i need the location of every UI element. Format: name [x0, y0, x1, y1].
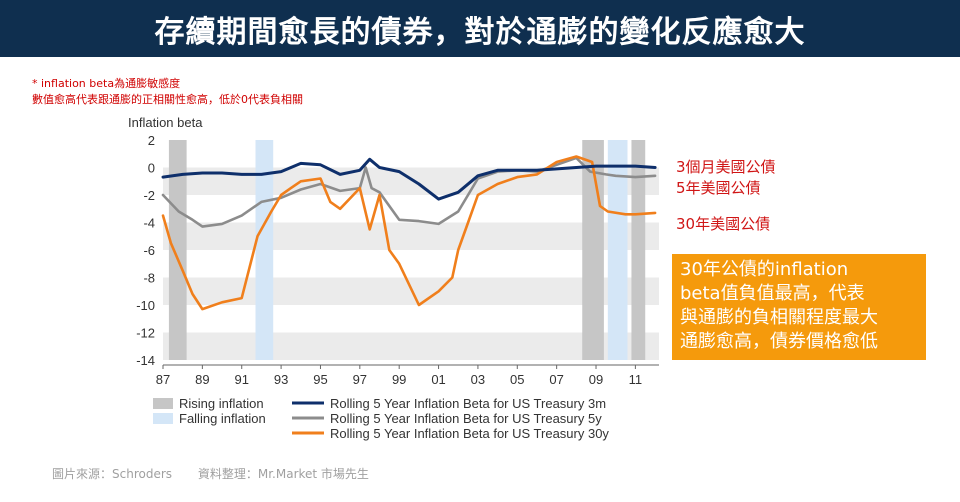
legend-label: Rolling 5 Year Inflation Beta for US Tre…	[330, 411, 602, 426]
falling-inflation-period	[607, 140, 628, 360]
data-compiler: 資料整理：Mr.Market 市場先生	[197, 467, 369, 481]
x-tick-label: 11	[629, 372, 643, 387]
y-tick-label: -12	[136, 326, 155, 341]
legend-label: Rising inflation	[179, 396, 264, 411]
legend-swatch	[153, 413, 173, 424]
page-title: 存續期間愈長的債券，對於通膨的變化反應愈大	[154, 14, 806, 50]
y-tick-label: -10	[136, 298, 155, 313]
x-tick-label: 05	[510, 372, 524, 387]
series-line-s3m	[161, 157, 657, 201]
gridband	[163, 332, 659, 360]
legend-label: Falling inflation	[179, 411, 266, 426]
rising-inflation-period	[168, 140, 187, 360]
x-tick-label: 99	[392, 372, 406, 387]
x-tick-label: 03	[471, 372, 485, 387]
y-tick-label: -2	[143, 188, 155, 203]
image-source: 圖片來源：Schroders	[52, 467, 173, 481]
note-line-1: * inflation beta為通膨敏感度	[32, 77, 181, 90]
callout-box: 30年公債的inflation beta值負值最高，代表 與通膨的負相關程度最大…	[672, 254, 926, 360]
legend-swatch	[153, 398, 173, 409]
falling-inflation-period	[255, 140, 274, 360]
x-tick-label: 97	[353, 372, 367, 387]
legend-label: Rolling 5 Year Inflation Beta for US Tre…	[330, 426, 609, 441]
x-tick-label: 87	[156, 372, 170, 387]
y-tick-label: 0	[148, 161, 155, 176]
callout-line: 30年公債的inflation	[680, 259, 849, 280]
callout-line: 與通膨的負相關程度最大	[680, 307, 878, 328]
rising-inflation-period	[631, 140, 646, 360]
x-tick-label: 01	[431, 372, 445, 387]
series-line-s5y	[161, 156, 657, 228]
title-bar: 存續期間愈長的債券，對於通膨的變化反應愈大	[0, 0, 960, 57]
gridband	[163, 167, 659, 195]
y-axis-label: Inflation beta	[128, 115, 203, 130]
note-line-2: 數值愈高代表跟通膨的正相關性愈高，低於0代表負相關	[32, 93, 303, 106]
label-3m-treasury: 3個月美國公債	[676, 158, 776, 176]
legend-label: Rolling 5 Year Inflation Beta for US Tre…	[330, 396, 606, 411]
source-footer: 圖片來源：Schroders 資料整理：Mr.Market 市場先生	[52, 465, 391, 482]
label-30y-treasury: 30年美國公債	[676, 215, 771, 233]
y-tick-label: -6	[143, 243, 155, 258]
x-tick-label: 93	[274, 372, 288, 387]
y-tick-label: -4	[143, 216, 155, 231]
y-tick-label: -14	[136, 353, 155, 368]
x-tick-label: 95	[313, 372, 327, 387]
x-tick-label: 91	[234, 372, 248, 387]
callout-line: 通膨愈高，債券價格愈低	[680, 331, 878, 352]
x-tick-label: 89	[195, 372, 209, 387]
y-tick-label: 2	[148, 133, 155, 148]
series-line-s30y	[161, 155, 657, 311]
y-tick-label: -8	[143, 271, 155, 286]
gridband	[163, 222, 659, 250]
label-5y-treasury: 5年美國公債	[676, 179, 761, 197]
x-tick-label: 09	[589, 372, 603, 387]
x-tick-label: 07	[549, 372, 563, 387]
callout-line: beta值負值最高，代表	[680, 283, 865, 304]
